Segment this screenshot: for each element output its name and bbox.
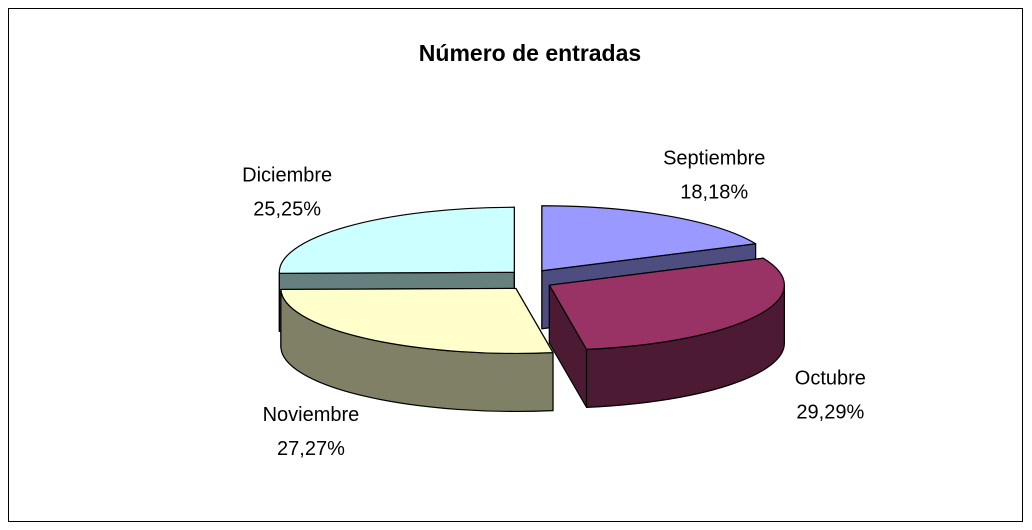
slice [541, 205, 757, 272]
slice-label: Diciembre [242, 165, 332, 187]
slice-value-label: 27,27% [277, 438, 345, 460]
slice [280, 287, 554, 355]
chart-border [8, 8, 1023, 522]
slice-label: Septiembre [663, 147, 765, 169]
slice-value-label: 18,18% [680, 181, 748, 203]
slice [278, 206, 515, 274]
slice-label: Octubre [795, 368, 866, 390]
slice-label: Noviembre [263, 404, 360, 426]
slice-value-label: 25,25% [253, 199, 321, 221]
chart-title: Número de entradas [419, 40, 641, 66]
slice [548, 257, 785, 350]
slice-value-label: 29,29% [796, 402, 864, 424]
